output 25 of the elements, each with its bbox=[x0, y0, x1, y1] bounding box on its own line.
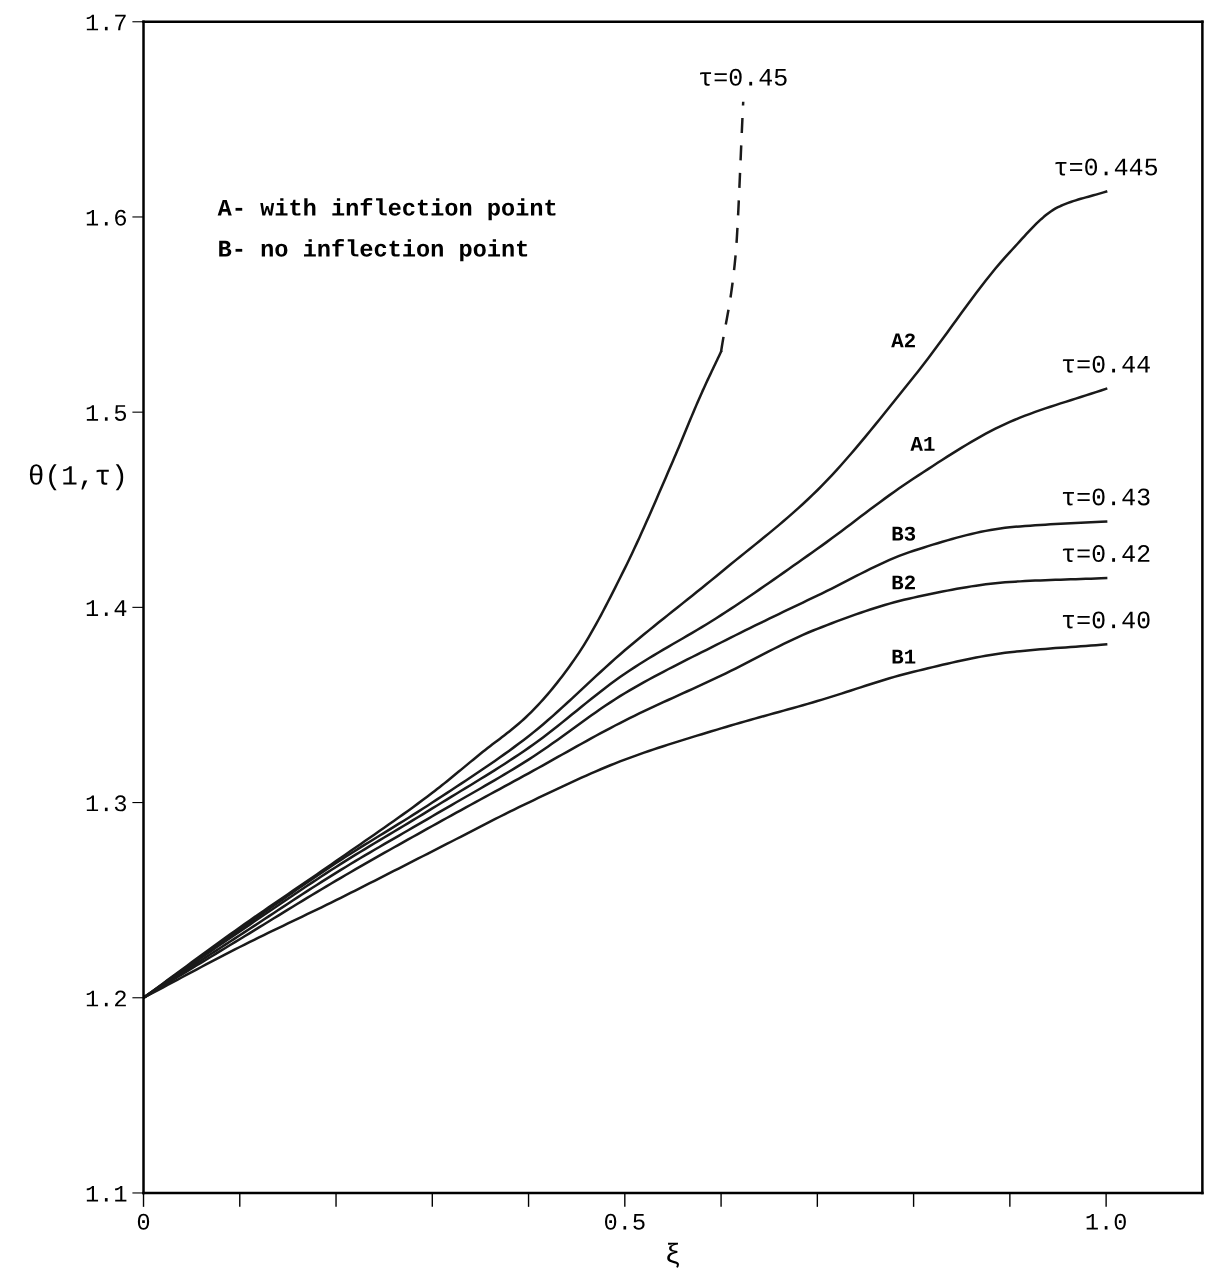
y-axis-title: θ(1,τ) bbox=[29, 464, 124, 491]
y-tick-label: 1.4 bbox=[86, 600, 127, 616]
annotation: A- with inflection point bbox=[217, 197, 556, 221]
annotation: τ=0.40 bbox=[1062, 611, 1150, 629]
annotation: τ=0.45 bbox=[700, 68, 787, 86]
annotation: B- no inflection point bbox=[219, 238, 528, 262]
annotation: B3 bbox=[892, 526, 916, 541]
y-tick-label: 1.6 bbox=[86, 209, 126, 226]
annotation: τ=0.445 bbox=[1055, 158, 1158, 176]
x-tick-label: 0.5 bbox=[604, 1213, 645, 1230]
annotation: B1 bbox=[892, 649, 916, 664]
annotation: B2 bbox=[892, 575, 915, 590]
x-tick-label: 0 bbox=[137, 1213, 150, 1230]
x-tick-label: 1.0 bbox=[1086, 1213, 1126, 1230]
annotation: A1 bbox=[910, 437, 935, 451]
y-tick-label: 1.7 bbox=[86, 14, 126, 31]
annotation: τ=0.44 bbox=[1062, 355, 1150, 373]
y-tick-label: 1.3 bbox=[86, 795, 127, 812]
y-tick-label: 1.2 bbox=[86, 990, 126, 1007]
annotation: τ=0.42 bbox=[1062, 545, 1150, 563]
y-tick-label: 1.1 bbox=[86, 1185, 127, 1202]
annotation: τ=0.43 bbox=[1062, 488, 1150, 506]
x-axis-title: ξ bbox=[667, 1242, 679, 1268]
annotation: A2 bbox=[891, 333, 915, 348]
y-tick-label: 1.5 bbox=[86, 405, 127, 421]
